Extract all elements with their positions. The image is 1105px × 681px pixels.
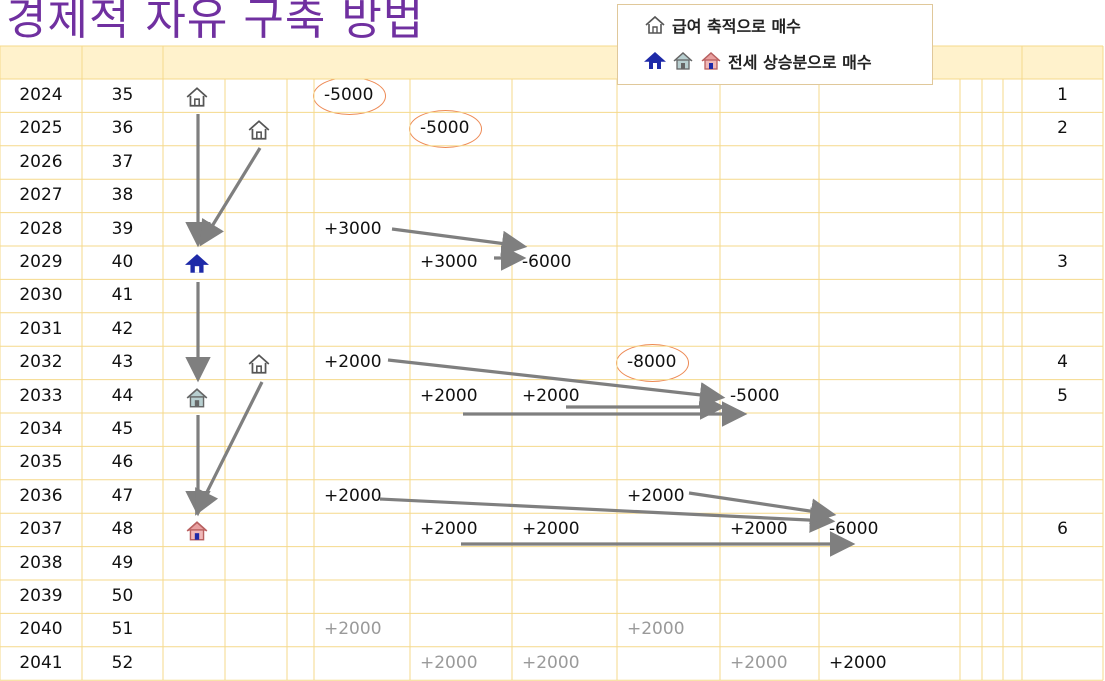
- value-cell: -5000: [324, 85, 374, 105]
- cell-year: 2040: [19, 619, 63, 640]
- cell-n: 3: [1057, 252, 1068, 272]
- cell-age: 38: [111, 185, 134, 206]
- cell-age: 40: [111, 252, 134, 272]
- cell-year: 2027: [19, 185, 63, 206]
- value-cell: -5000: [420, 118, 470, 139]
- legend-label-jeonse: 전세 상승분으로 매수: [728, 53, 872, 72]
- cell-year: 2041: [19, 652, 63, 673]
- cell-year: 2026: [19, 151, 63, 172]
- cell-n: 2: [1057, 118, 1068, 139]
- house-outline-icon: [186, 87, 208, 107]
- cell-year: 2025: [19, 118, 63, 139]
- page-title: 경제적 자유 구축 방법: [6, 0, 425, 45]
- value-cell: +2000: [324, 352, 382, 373]
- cell-year: 2038: [19, 552, 63, 573]
- cell-year: 2028: [19, 218, 63, 239]
- cell-age: 49: [111, 552, 134, 573]
- cell-age: 51: [111, 619, 134, 640]
- cell-year: 2035: [19, 452, 63, 473]
- cell-age: 52: [111, 652, 134, 673]
- cell-age: 50: [111, 586, 134, 606]
- cell-year: 2032: [19, 352, 63, 373]
- cell-age: 36: [111, 118, 134, 139]
- cell-year: 2031: [19, 318, 63, 339]
- cell-year: 2037: [19, 519, 63, 540]
- cell-age: 47: [111, 485, 134, 506]
- cell-n: 5: [1057, 385, 1068, 406]
- cell-age: 46: [111, 452, 134, 473]
- cell-age: 45: [111, 419, 134, 439]
- house-outline-icon: [248, 354, 270, 374]
- value-cell: +2000: [627, 619, 685, 640]
- cell-year: 2030: [19, 285, 63, 306]
- legend-item-jeonse: 전세 상승분으로 매수: [644, 49, 872, 73]
- cell-year: 2024: [19, 85, 63, 105]
- cell-age: 48: [111, 519, 134, 540]
- value-cell: +2000: [730, 652, 788, 673]
- legend-item-salary: 급여 축적으로 매수: [644, 13, 801, 37]
- value-cell: +2000: [829, 652, 887, 673]
- cell-age: 35: [111, 85, 134, 105]
- value-cell: +2000: [522, 652, 580, 673]
- cell-n: 4: [1057, 352, 1068, 373]
- value-cell: +2000: [730, 519, 788, 540]
- cell-age: 44: [111, 385, 134, 406]
- house-outline-icon: [248, 120, 270, 140]
- header-row-bg: [0, 46, 1103, 79]
- cell-year: 2033: [19, 385, 63, 406]
- cell-year: 2029: [19, 252, 63, 272]
- cell-age: 39: [111, 218, 134, 239]
- value-cell: +2000: [324, 485, 382, 506]
- cell-n: 6: [1057, 519, 1068, 540]
- value-cell: +2000: [324, 619, 382, 640]
- cell-age: 43: [111, 352, 134, 373]
- house-outline-icon: [645, 15, 665, 34]
- cell-year: 2034: [19, 419, 63, 439]
- value-cell: +2000: [420, 519, 478, 540]
- value-cell: -6000: [522, 252, 572, 272]
- house-gray-icon: [673, 51, 693, 70]
- cell-age: 42: [111, 318, 134, 339]
- value-cell: -5000: [730, 385, 780, 406]
- value-cell: +2000: [420, 652, 478, 673]
- house-pink-icon: [701, 51, 721, 70]
- value-cell: +2000: [522, 519, 580, 540]
- value-cell: +3000: [420, 252, 478, 272]
- cell-age: 37: [111, 151, 134, 172]
- legend-box: 급여 축적으로 매수 전세 상승분으로 매수: [617, 4, 933, 85]
- cell-age: 41: [111, 285, 134, 306]
- cell-n: 1: [1057, 85, 1068, 105]
- cell-year: 2039: [19, 586, 63, 606]
- value-cell: +3000: [324, 218, 382, 239]
- house-blue-icon: [644, 51, 666, 69]
- legend-label-salary: 급여 축적으로 매수: [672, 17, 801, 36]
- cell-year: 2036: [19, 485, 63, 506]
- house-blue-icon: [185, 254, 209, 273]
- house-pink-icon: [186, 521, 208, 541]
